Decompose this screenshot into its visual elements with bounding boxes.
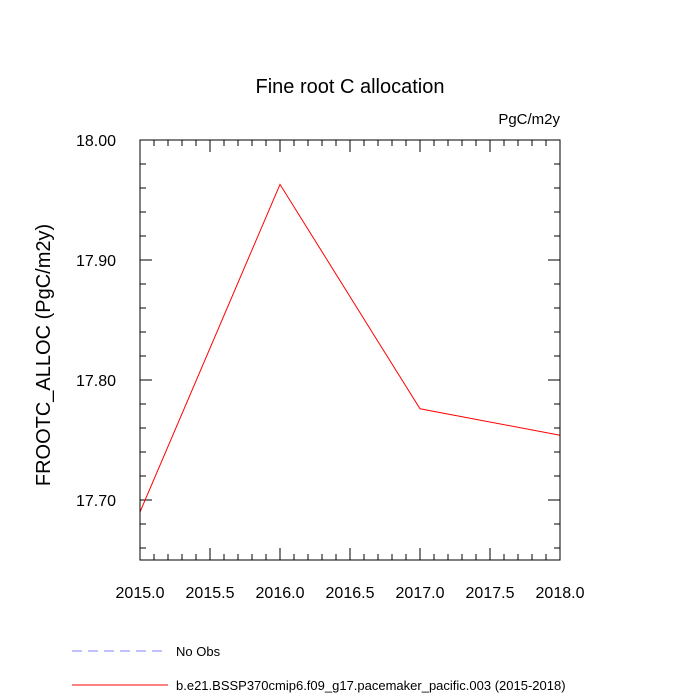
series-layer <box>139 183 561 513</box>
chart-title: Fine root C allocation <box>256 76 445 98</box>
y-tick-label: 18.00 <box>76 133 116 150</box>
plot-frame <box>139 139 561 561</box>
y-tick-label: 17.80 <box>76 373 116 390</box>
legend-label-1: b.e21.BSSP370cmip6.f09_g17.pacemaker_pac… <box>176 678 566 693</box>
x-tick-label: 2015.5 <box>186 585 235 602</box>
x-tick-label: 2015.0 <box>116 585 165 602</box>
x-tick-label: 2016.5 <box>326 585 375 602</box>
y-tick-label: 17.70 <box>76 493 116 510</box>
x-tick-label: 2017.5 <box>466 585 515 602</box>
y-axis-label: FROOTC_ALLOC (PgC/m2y) <box>33 224 55 486</box>
units-label: PgC/m2y <box>498 111 560 128</box>
x-tick-label: 2018.0 <box>536 585 585 602</box>
series-line-0 <box>139 183 561 513</box>
y-tick-label: 17.90 <box>76 253 116 270</box>
x-tick-label: 2016.0 <box>256 585 305 602</box>
legend-label-0: No Obs <box>176 644 221 659</box>
axis-ticks: 2015.0 2015.5 2016.0 2016.5 2017.0 2017.5 2018… <box>76 133 585 602</box>
x-tick-label: 2017.0 <box>396 585 445 602</box>
legend: No Obs b.e21.BSSP370cmip6.f09_g17.pacemak… <box>72 644 566 693</box>
